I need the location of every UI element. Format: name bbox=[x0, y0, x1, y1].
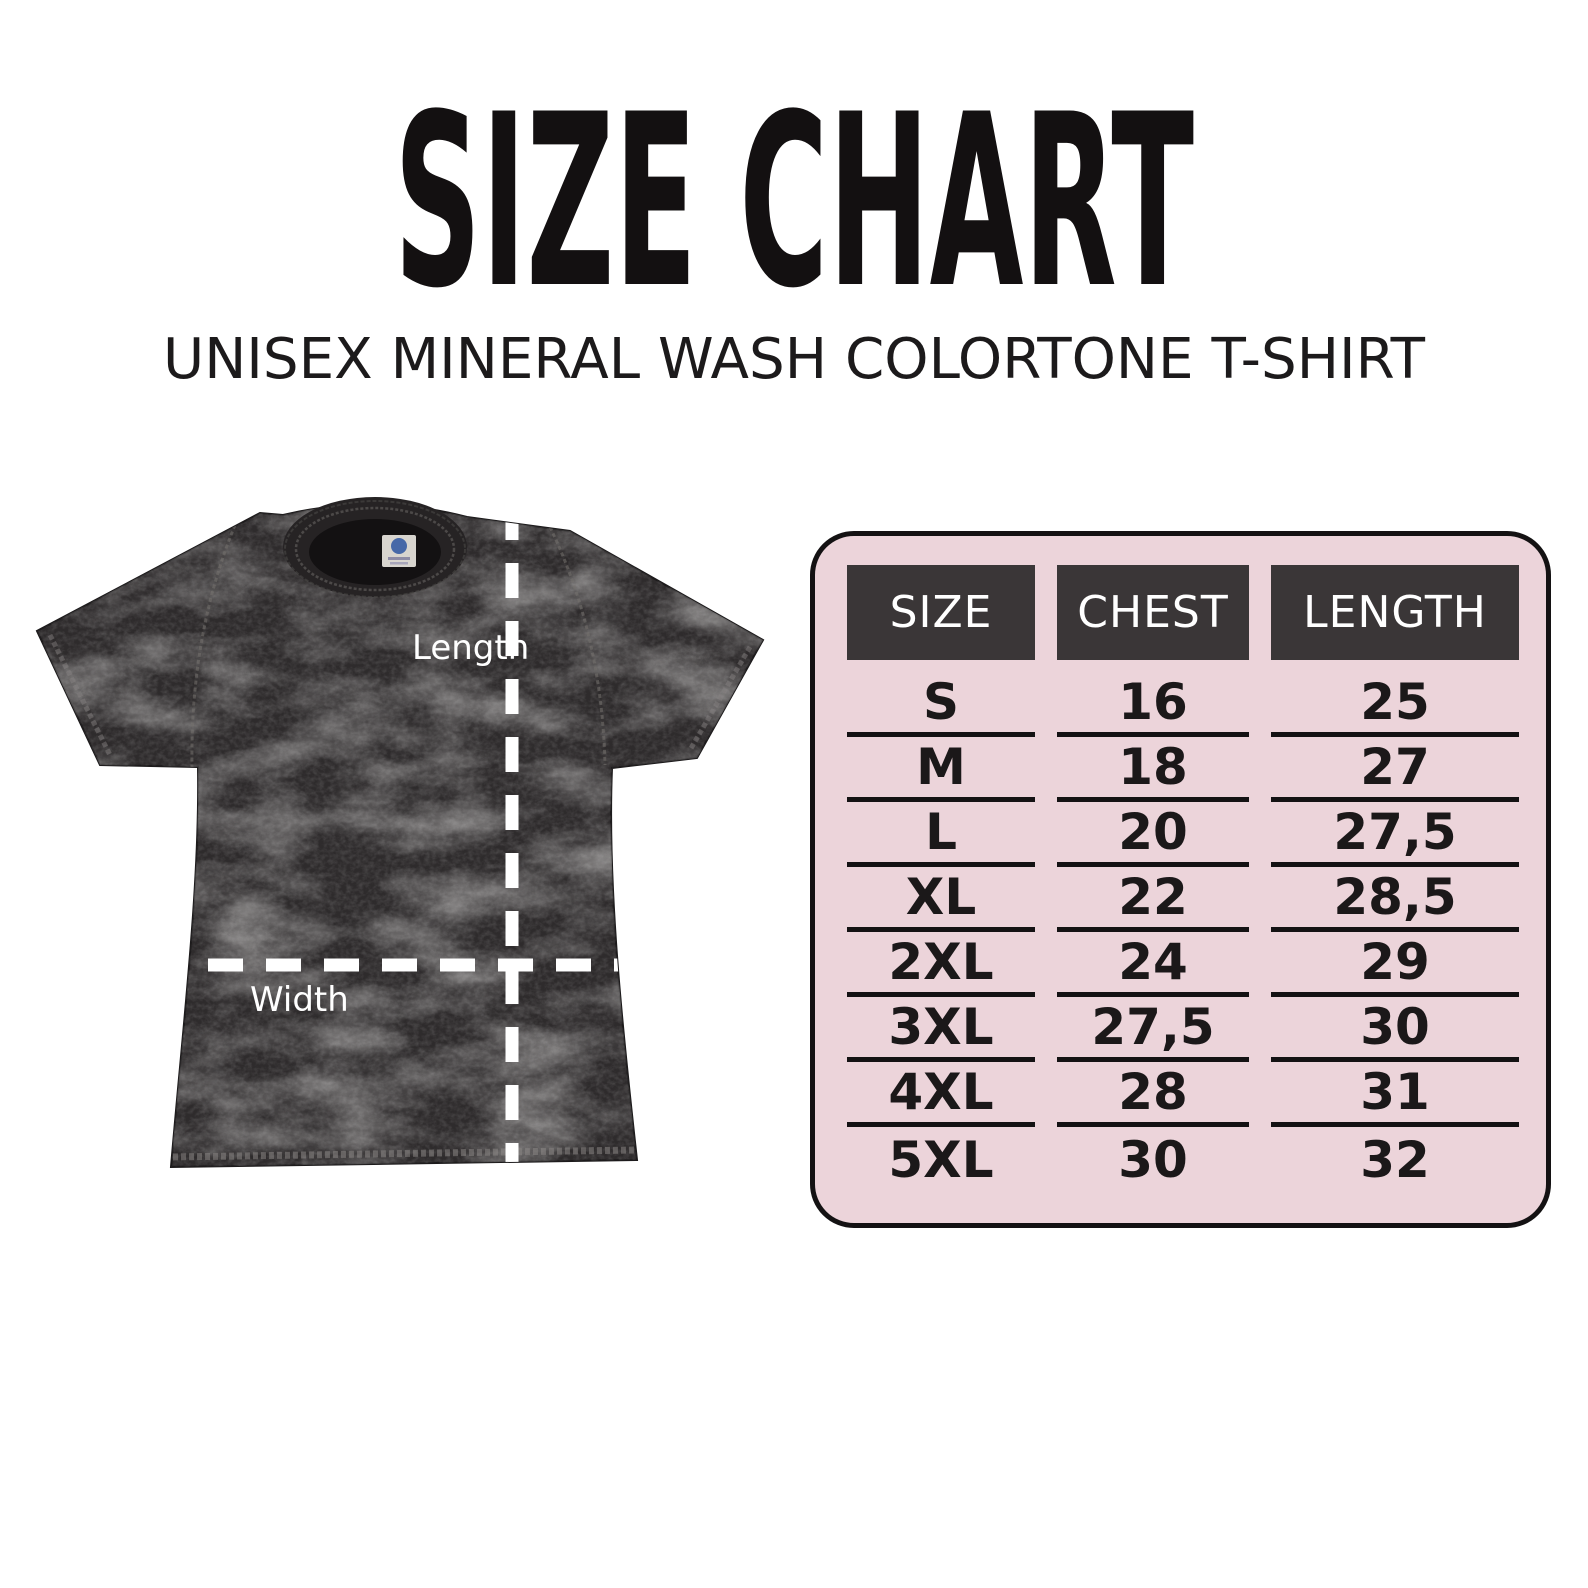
column-header-chest: CHEST bbox=[1057, 565, 1249, 660]
table-row-4xl: 4XL 28 31 bbox=[847, 1062, 1546, 1127]
left-cuff-hem bbox=[47, 633, 113, 757]
length-value: 32 bbox=[1360, 1130, 1430, 1189]
chest-value: 20 bbox=[1057, 802, 1249, 867]
table-row-5xl: 5XL 30 32 bbox=[847, 1127, 1546, 1192]
size-value: XL bbox=[847, 867, 1035, 932]
chest-value: 27,5 bbox=[1057, 997, 1249, 1062]
chest-value: 30 bbox=[1118, 1130, 1188, 1189]
column-header-size: SIZE bbox=[847, 565, 1035, 660]
size-value: 5XL bbox=[888, 1130, 994, 1189]
chest-value: 18 bbox=[1057, 737, 1249, 802]
table-row-2xl: 2XL 24 29 bbox=[847, 932, 1546, 997]
size-value: 4XL bbox=[847, 1062, 1035, 1127]
column-header-length: LENGTH bbox=[1271, 565, 1519, 660]
chest-value: 16 bbox=[1057, 672, 1249, 737]
size-value: 3XL bbox=[847, 997, 1035, 1062]
chest-value: 22 bbox=[1057, 867, 1249, 932]
table-header-row: SIZE CHEST LENGTH bbox=[847, 565, 1546, 660]
table-body: S 16 25 M 18 27 L 20 27,5 XL 22 28,5 2XL bbox=[847, 672, 1546, 1192]
size-value: M bbox=[847, 737, 1035, 802]
table-row-xl: XL 22 28,5 bbox=[847, 867, 1546, 932]
size-value: 2XL bbox=[847, 932, 1035, 997]
width-label: Width bbox=[250, 980, 349, 1020]
size-chart-table: SIZE CHEST LENGTH S 16 25 M 18 27 L 20 2… bbox=[810, 531, 1551, 1228]
table-row-m: M 18 27 bbox=[847, 737, 1546, 802]
brand-label bbox=[382, 535, 416, 567]
page-header: SIZE CHART UNISEX MINERAL WASH COLORTONE… bbox=[163, 64, 1426, 392]
table-row-3xl: 3XL 27,5 30 bbox=[847, 997, 1546, 1062]
table-row-s: S 16 25 bbox=[847, 672, 1546, 737]
bottom-hem bbox=[172, 1146, 636, 1161]
length-value: 27 bbox=[1271, 737, 1519, 802]
table-row-l: L 20 27,5 bbox=[847, 802, 1546, 867]
length-label: Length bbox=[412, 628, 529, 668]
length-value: 31 bbox=[1271, 1062, 1519, 1127]
length-value: 29 bbox=[1271, 932, 1519, 997]
brand-logo-icon bbox=[391, 538, 407, 554]
tshirt-diagram: Length Width bbox=[35, 497, 765, 1169]
page-title: SIZE CHART bbox=[394, 64, 1194, 341]
length-value: 28,5 bbox=[1271, 867, 1519, 932]
tshirt-image: Length Width bbox=[35, 497, 765, 1169]
length-value: 27,5 bbox=[1271, 802, 1519, 867]
size-value: S bbox=[847, 672, 1035, 737]
chest-value: 24 bbox=[1057, 932, 1249, 997]
size-value: L bbox=[847, 802, 1035, 867]
right-cuff-hem bbox=[687, 645, 753, 752]
length-value: 25 bbox=[1271, 672, 1519, 737]
left-armhole-seam bbox=[190, 524, 237, 768]
page-subtitle: UNISEX MINERAL WASH COLORTONE T-SHIRT bbox=[163, 327, 1426, 392]
length-value: 30 bbox=[1271, 997, 1519, 1062]
right-armhole-seam bbox=[548, 526, 607, 766]
chest-value: 28 bbox=[1057, 1062, 1249, 1127]
collar bbox=[283, 497, 467, 598]
